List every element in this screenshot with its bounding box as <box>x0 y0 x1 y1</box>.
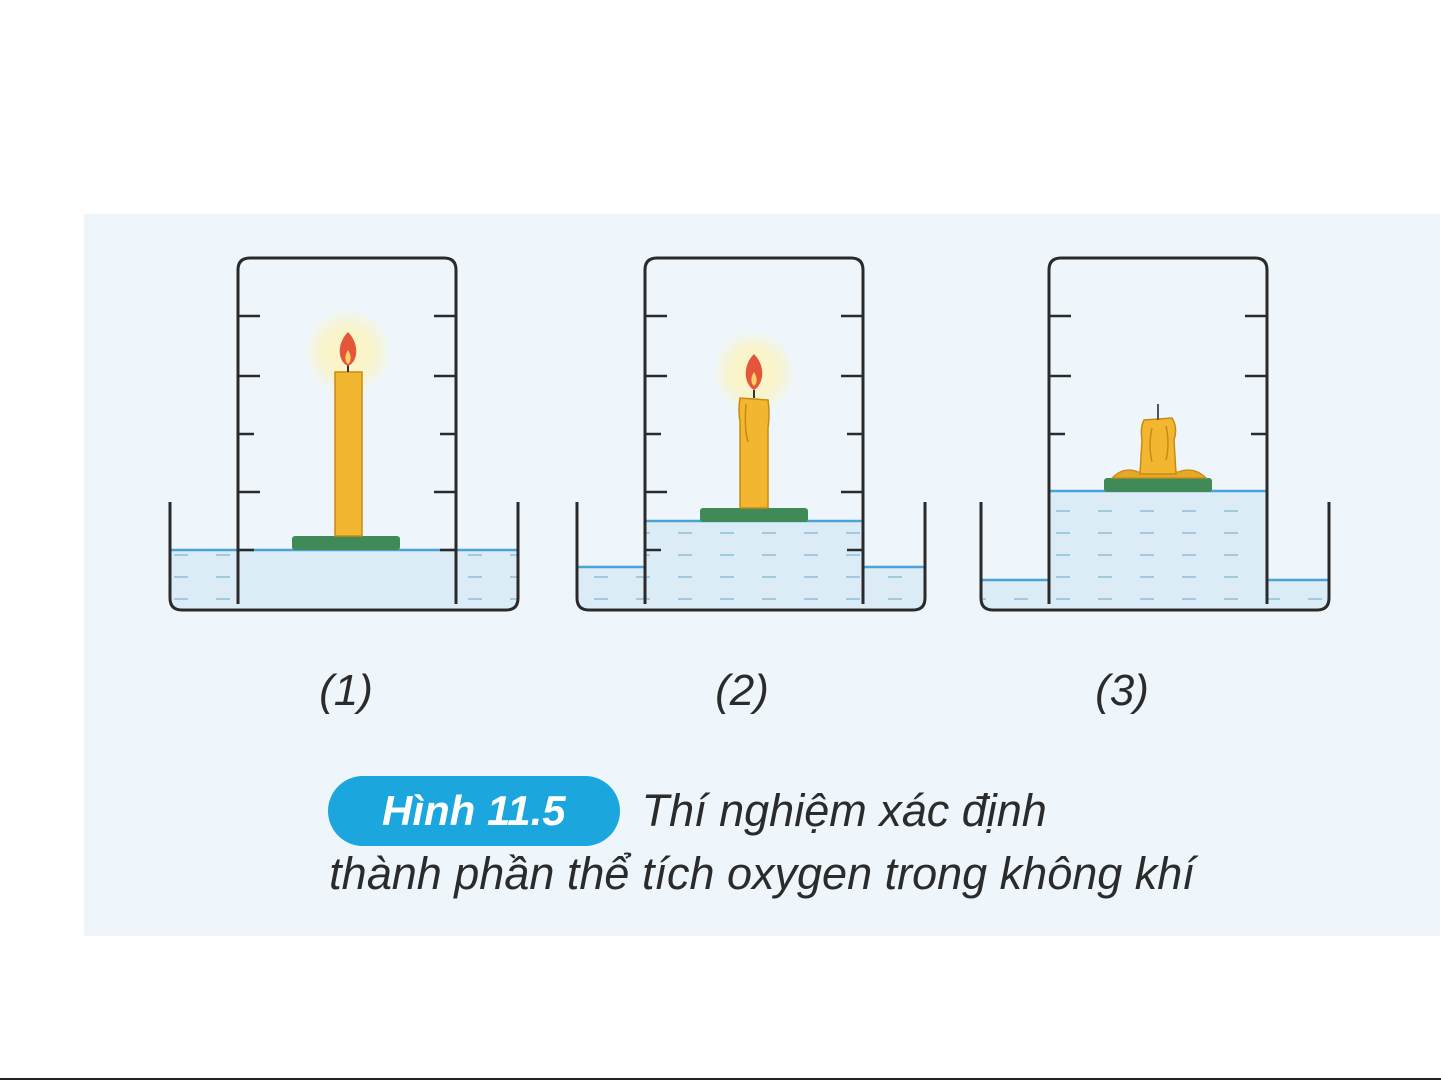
float-board-1 <box>292 536 400 550</box>
trough-3 <box>979 502 1331 612</box>
cylinder-3 <box>1047 256 1269 604</box>
float-board-2 <box>700 508 808 522</box>
cylinder-1 <box>236 256 458 604</box>
figure-number-badge: Hình 11.5 <box>328 776 620 846</box>
caption-text-2: thành phần thể tích oxygen trong không k… <box>329 848 1195 899</box>
caption-line-1: Hình 11.5 Thí nghiệm xác định <box>328 776 1047 846</box>
cylinder-2 <box>643 256 865 604</box>
trough-1 <box>168 502 520 612</box>
flame-1 <box>339 332 357 366</box>
experiment-illustration <box>84 214 1440 936</box>
bottom-rule <box>0 1078 1441 1080</box>
experiment-3 <box>979 256 1331 612</box>
experiment-label-1: (1) <box>319 666 373 715</box>
cylinder-water-1 <box>238 550 456 608</box>
experiment-2 <box>575 256 927 612</box>
trough-2 <box>575 502 927 612</box>
experiment-1 <box>168 256 520 612</box>
experiment-label-3: (3) <box>1095 666 1149 715</box>
candle-2 <box>738 397 770 509</box>
experiment-label-2: (2) <box>715 666 769 715</box>
figure-panel: (1) (2) (3) Hình 11.5 Thí nghiệm xác địn… <box>84 214 1440 936</box>
candle-3 <box>1139 417 1177 475</box>
float-board-3 <box>1104 478 1212 492</box>
candle-1 <box>334 371 363 537</box>
caption-text-1: Thí nghiệm xác định <box>641 785 1047 836</box>
